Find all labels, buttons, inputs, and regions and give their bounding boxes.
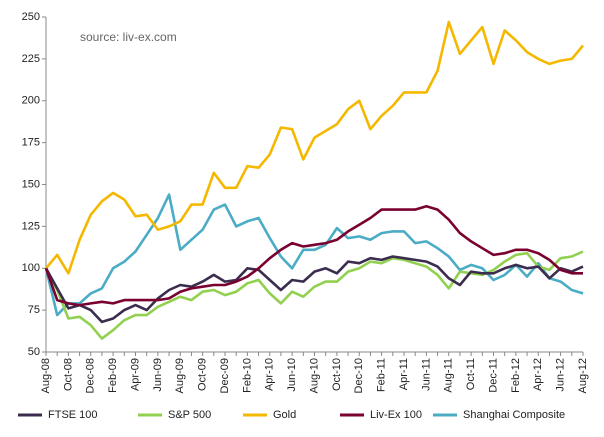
x-tick-label: Aug-12 — [577, 358, 589, 393]
x-tick-label: Oct-09 — [197, 358, 209, 391]
x-tick-label: Feb-11 — [376, 358, 388, 392]
annotation: source: liv-ex.com — [80, 30, 177, 44]
series-line — [45, 20, 584, 275]
x-tick-label: Feb-09 — [107, 358, 119, 393]
x-tick-label: Apr-10 — [264, 358, 276, 391]
x-tick-label: Dec-10 — [353, 358, 365, 393]
x-tick-label: Jun-09 — [152, 358, 164, 392]
series-line — [44, 193, 584, 317]
series-line — [44, 250, 584, 340]
x-tick-label: Oct-10 — [331, 358, 343, 391]
x-tick-label: Apr-12 — [532, 358, 544, 391]
series-line — [44, 205, 583, 307]
legend-label: Gold — [273, 409, 296, 421]
x-tick-label: Feb-12 — [510, 358, 522, 393]
y-tick-label: 50 — [28, 346, 40, 358]
legend-label: FTSE 100 — [48, 409, 98, 421]
y-tick-label: 250 — [22, 11, 40, 23]
legend-label: S&P 500 — [168, 409, 211, 421]
y-tick-label: 200 — [22, 95, 40, 107]
x-tick-label: Dec-08 — [85, 358, 97, 393]
x-tick-label: Dec-09 — [219, 358, 231, 393]
x-tick-label: Oct-08 — [62, 358, 74, 391]
x-tick-label: Dec-11 — [487, 358, 499, 393]
y-tick-label: 75 — [28, 304, 40, 316]
x-tick-label: Oct-11 — [465, 358, 477, 390]
x-tick-label: Jun-10 — [286, 358, 298, 392]
legend-label: Liv-Ex 100 — [370, 409, 422, 421]
x-tick-label: Aug-08 — [40, 358, 52, 393]
y-tick-label: 150 — [22, 178, 40, 190]
x-tick-label: Aug-09 — [174, 358, 186, 393]
y-tick-label: 225 — [22, 53, 40, 65]
y-tick-label: 125 — [22, 220, 40, 232]
y-tick-label: 175 — [22, 137, 40, 149]
x-tick-label: Apr-09 — [129, 358, 141, 391]
y-tick-label: 100 — [22, 262, 40, 274]
x-tick-label: Jun-11 — [420, 358, 432, 391]
x-tick-label: Jun-12 — [555, 358, 567, 392]
x-tick-label: Apr-11 — [398, 358, 410, 390]
x-tick-label: Feb-10 — [241, 358, 253, 393]
x-tick-label: Aug-11 — [443, 358, 455, 393]
legend-label: Shanghai Composite — [463, 409, 565, 421]
x-tick-label: Aug-10 — [308, 358, 320, 393]
series-line — [44, 255, 584, 324]
